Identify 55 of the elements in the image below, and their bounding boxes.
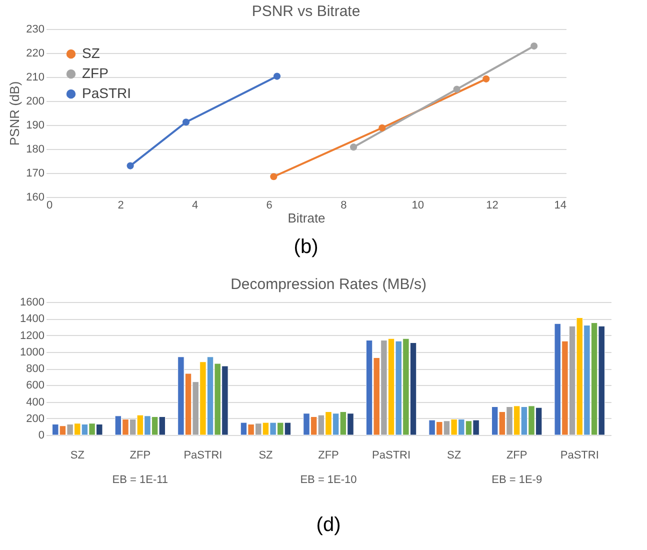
y-tick-label: 190 [26, 120, 44, 132]
x-tick-label: 12 [486, 200, 498, 212]
x-tick-label: PaSTRI [560, 450, 599, 462]
legend-label: PaSTRI [82, 85, 132, 101]
point [482, 75, 490, 82]
y-tick-label: 400 [26, 396, 44, 408]
text: EB = 1E-10 [300, 474, 357, 486]
x-tick-label: ZFP [318, 450, 339, 462]
x-tick-label: SZ [258, 450, 274, 462]
x-tick-label: 8 [340, 200, 347, 212]
x-axis-title: Bitrate [288, 210, 326, 226]
x-tick-label: PaSTRI [372, 450, 411, 462]
text: EB = 1E-11 [112, 474, 168, 486]
y-tick-label: 1400 [20, 313, 44, 326]
x-tick-label: SZ [447, 450, 462, 462]
legend-label: SZ [82, 45, 100, 61]
y-tick-label: 600 [26, 380, 44, 392]
point [270, 173, 278, 180]
y-tick-label: 800 [26, 363, 44, 375]
point [350, 144, 358, 151]
chart-title: Decompression Rates (MB/s) [230, 276, 426, 293]
x-tick-label: 14 [554, 200, 566, 212]
text: EB = 1E-9 [492, 474, 542, 486]
y-tick-label: 230 [26, 24, 44, 36]
y-tick-label: 0 [38, 430, 44, 442]
x-tick-label: 0 [46, 200, 53, 212]
legend-label: ZFP [82, 65, 108, 81]
x-tick-label: SZ [70, 450, 85, 462]
point [182, 118, 190, 126]
y-tick-label: 210 [26, 72, 44, 84]
point [530, 42, 538, 50]
point [273, 72, 281, 80]
chart-title: PSNR vs Bitrate [252, 3, 360, 20]
point [453, 86, 460, 93]
x-tick-label: ZFP [506, 450, 528, 462]
x-tick-label: ZFP [130, 450, 151, 462]
y-tick-label: 180 [26, 144, 44, 156]
point [378, 124, 386, 132]
x-tick-label: 10 [412, 200, 424, 212]
y-tick-label: 220 [26, 48, 44, 60]
y-tick-label: 1600 [20, 296, 44, 308]
text: (d) [316, 514, 341, 536]
x-tick-label: 2 [118, 200, 124, 212]
x-tick-label: 4 [192, 200, 198, 212]
y-tick-label: 1200 [20, 330, 44, 342]
y-tick-label: 160 [26, 192, 44, 204]
y-tick-label: 200 [26, 412, 44, 425]
y-axis-title: PSNR (dB) [7, 81, 22, 146]
y-tick-label: 1000 [20, 346, 44, 358]
point [126, 162, 134, 170]
text: (b) [294, 236, 318, 258]
x-tick-label: 6 [266, 200, 272, 212]
y-tick-label: 200 [26, 96, 44, 108]
y-tick-label: 170 [26, 168, 44, 180]
x-tick-label: PaSTRI [184, 450, 222, 462]
